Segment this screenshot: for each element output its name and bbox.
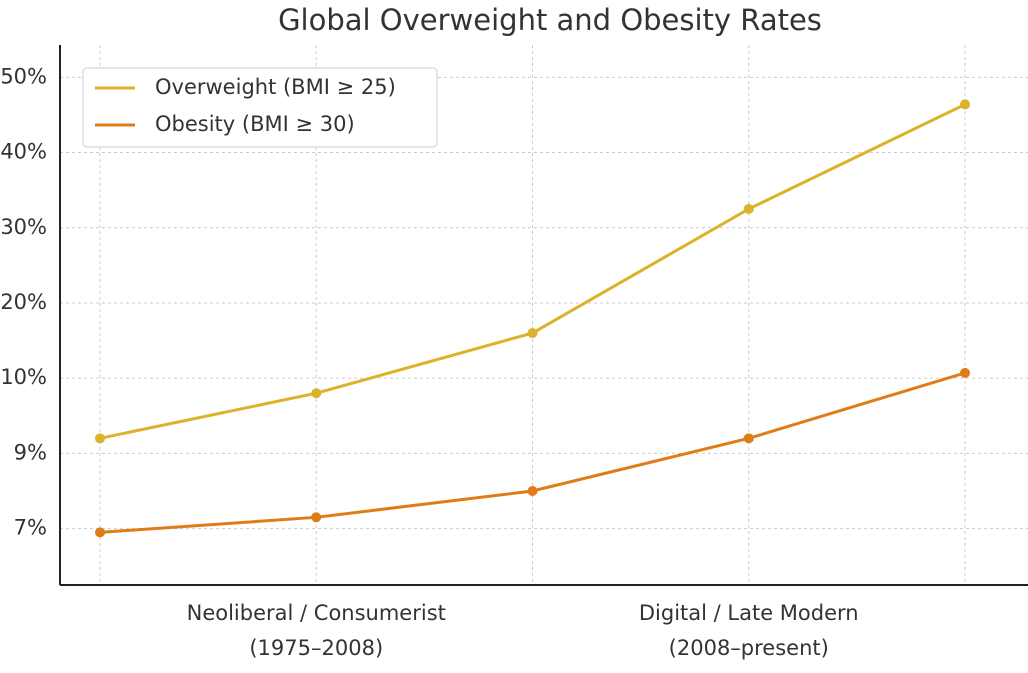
point (311, 512, 322, 523)
point (95, 527, 105, 538)
y-tick-label: 30% (0, 215, 47, 239)
point (527, 328, 538, 339)
x-tick-label: Digital / Late Modern (2008–present) (638, 601, 859, 660)
y-tick-label: 9% (14, 440, 47, 464)
point (311, 388, 322, 399)
point (960, 367, 970, 378)
legend-label: Obesity (BMI ≥ 30) (155, 112, 355, 136)
legend-box (82, 67, 438, 148)
point (743, 203, 754, 214)
point (95, 433, 105, 444)
point (960, 99, 970, 110)
legend-label: Overweight (BMI ≥ 25) (155, 75, 396, 99)
y-tick-label: 20% (0, 290, 47, 314)
point (743, 433, 754, 444)
y-tick-label: 7% (14, 516, 47, 540)
y-tick-label: 50% (0, 64, 47, 88)
point (527, 485, 538, 496)
x-tick-label: Neoliberal / Consumerist (1975–2008) (186, 601, 446, 660)
y-tick-label: 40% (0, 140, 47, 164)
y-tick-label: 10% (0, 365, 47, 389)
chart-title: Global Overweight and Obesity Rates (278, 3, 822, 37)
